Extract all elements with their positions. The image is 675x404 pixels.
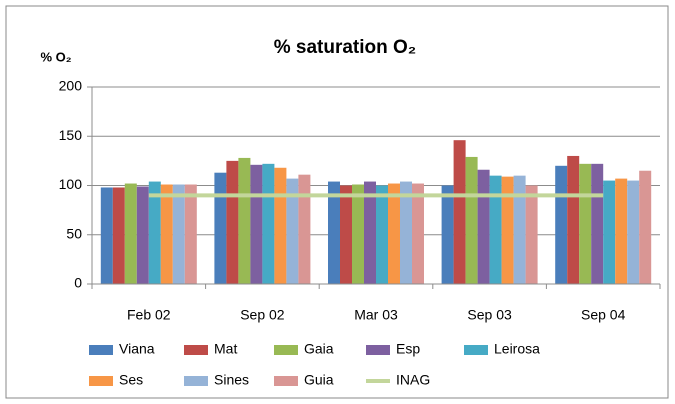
bar (489, 175, 502, 284)
bar (214, 172, 227, 284)
bar (501, 176, 514, 284)
bar (286, 178, 299, 284)
chart-title: % saturation O₂ (274, 37, 417, 58)
legend-label: Guia (304, 372, 334, 388)
bar (160, 184, 173, 284)
legend-label: Mat (214, 341, 237, 357)
bar (184, 184, 197, 284)
bar (298, 174, 311, 284)
bar (388, 183, 400, 284)
bar (639, 170, 652, 284)
bar (412, 183, 424, 284)
y-tick-label: 0 (74, 275, 82, 291)
legend-swatch (464, 345, 488, 355)
legend-label: Esp (396, 341, 420, 357)
bar (513, 175, 526, 284)
bar (112, 187, 125, 284)
bar (328, 181, 340, 284)
legend-swatch (274, 376, 298, 386)
bar (441, 185, 454, 284)
bar (250, 164, 263, 284)
legend-swatch (366, 345, 390, 355)
bar (136, 186, 149, 284)
bar (477, 169, 490, 284)
legend-label: Viana (119, 341, 155, 357)
bar (567, 155, 580, 284)
y-tick-label: 200 (59, 78, 83, 94)
bar (603, 180, 616, 284)
bar (627, 180, 640, 284)
legend-label: Sines (214, 372, 249, 388)
legend-swatch (89, 376, 113, 386)
legend-swatch (89, 345, 113, 355)
bar (579, 163, 592, 284)
bar (400, 181, 412, 284)
bar (615, 178, 628, 284)
bar (274, 167, 287, 284)
x-tick-label: Sep 03 (467, 307, 512, 323)
bar (148, 181, 161, 284)
legend-swatch (274, 345, 298, 355)
bar (453, 140, 466, 284)
bar (238, 157, 251, 284)
bar (376, 185, 388, 284)
legend-label: Ses (119, 372, 143, 388)
bar (100, 187, 113, 284)
y-tick-label: 50 (66, 225, 82, 241)
bar (555, 165, 568, 284)
bar (124, 183, 137, 284)
x-tick-label: Feb 02 (127, 307, 171, 323)
legend-label: Leirosa (494, 341, 540, 357)
legend-swatch (184, 345, 208, 355)
bar (591, 163, 604, 284)
bar (340, 185, 352, 284)
x-tick-label: Sep 04 (581, 307, 626, 323)
bar (262, 163, 275, 284)
bar (465, 156, 478, 284)
bar (352, 184, 364, 284)
x-tick-label: Mar 03 (354, 307, 398, 323)
bar (172, 184, 185, 284)
bar (226, 160, 239, 284)
legend-label: INAG (396, 372, 430, 388)
y-tick-label: 150 (59, 127, 83, 143)
x-tick-label: Sep 02 (240, 307, 285, 323)
y-tick-label: 100 (59, 176, 83, 192)
y-axis-title: % O₂ (40, 49, 71, 64)
legend-label: Gaia (304, 341, 334, 357)
bar (364, 181, 376, 284)
legend-swatch (184, 376, 208, 386)
bar (525, 185, 538, 284)
